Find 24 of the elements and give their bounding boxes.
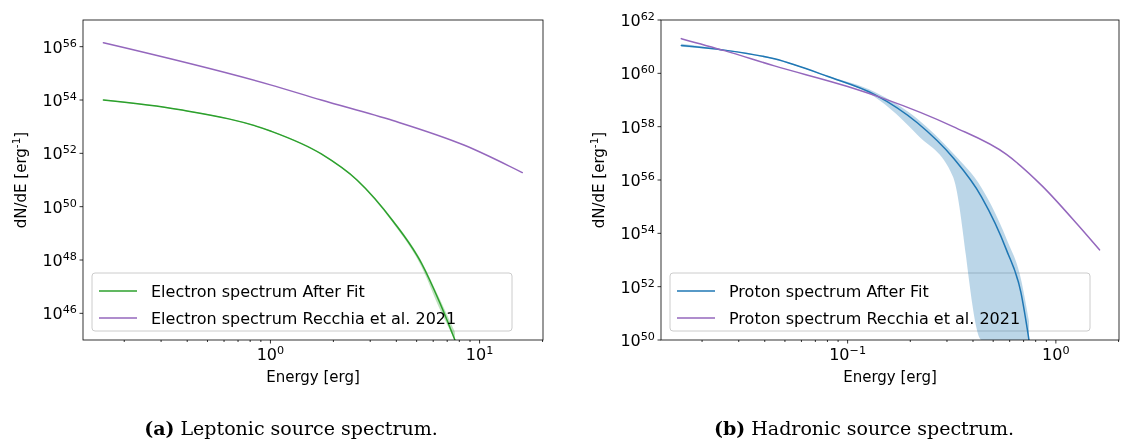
legend-label: Proton spectrum Recchia et al. 2021 <box>729 309 1021 328</box>
legend-label: Proton spectrum After Fit <box>729 282 929 301</box>
x-tick-label: 10$^{−1}$ <box>829 343 867 364</box>
text: (b) Hadronic source spectrum. <box>713 417 1015 439</box>
y-tick-label: 10$^{56}$ <box>620 169 655 190</box>
y-tick-label: 10$^{56}$ <box>42 36 77 57</box>
x-axis-title: Energy [erg] <box>843 368 937 386</box>
x-tick-label: 10$^{1}$ <box>465 343 494 364</box>
y-tick-label: 10$^{54}$ <box>42 89 77 110</box>
x-tick-label: 10$^{0}$ <box>1042 343 1070 364</box>
y-tick-label: 10$^{62}$ <box>620 9 655 30</box>
y-tick-label: 10$^{46}$ <box>42 302 77 324</box>
x-axis-title: Energy [erg] <box>266 368 360 386</box>
y-tick-label: 10$^{58}$ <box>620 116 655 137</box>
y-tick-label: 10$^{52}$ <box>42 142 77 164</box>
y-tick-label: 10$^{50}$ <box>42 196 77 217</box>
x-tick-label: 10$^{0}$ <box>256 343 285 364</box>
y-tick-label: 10$^{52}$ <box>620 276 655 297</box>
legend-label: Electron spectrum After Fit <box>151 282 365 301</box>
y-tick-label: 10$^{60}$ <box>620 62 655 84</box>
y-tick-label: 10$^{50}$ <box>620 329 655 350</box>
text: (a) Leptonic source spectrum. <box>144 417 438 439</box>
y-tick-label: 10$^{54}$ <box>620 222 655 244</box>
y-tick-label: 10$^{48}$ <box>42 249 77 270</box>
